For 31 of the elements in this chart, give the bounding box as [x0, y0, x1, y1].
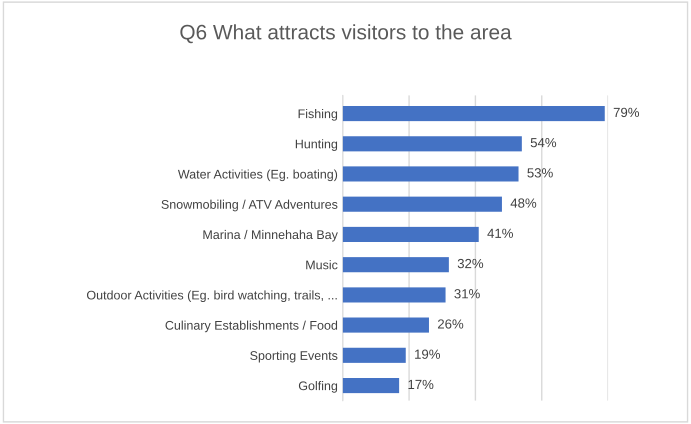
- bar: [342, 318, 429, 333]
- data-label: 54%: [530, 138, 556, 148]
- bar: [342, 106, 605, 122]
- bar: [342, 166, 519, 182]
- bar: [342, 136, 522, 152]
- chart-title: Q6 What attracts visitors to the area: [180, 24, 512, 44]
- y-tick-label: Marina / Minnehaha Bay: [203, 230, 338, 242]
- y-tick-label: Music: [306, 260, 338, 270]
- bar: [342, 257, 449, 272]
- data-label: 41%: [487, 228, 513, 238]
- y-tick-label: Culinary Establishments / Food: [166, 320, 338, 332]
- data-label: 17%: [408, 380, 434, 390]
- y-tick-label: Snowmobiling / ATV Adventures: [161, 200, 338, 212]
- data-label: 32%: [458, 258, 484, 268]
- y-tick-label: Water Activities (Eg. boating): [178, 169, 338, 182]
- y-tick-label: Fishing: [298, 109, 338, 121]
- data-label: 53%: [527, 168, 553, 178]
- y-tick-label: Golfing: [298, 381, 338, 393]
- data-label: 48%: [510, 198, 536, 208]
- data-label: 31%: [454, 289, 480, 298]
- y-tick-label: Hunting: [296, 139, 338, 151]
- data-label: 79%: [614, 108, 640, 118]
- bar: [342, 348, 406, 363]
- y-tick-label: Sporting Events: [250, 350, 338, 362]
- y-tick-label: Outdoor Activities (Eg. bird watching, trails, ...: [86, 290, 337, 302]
- data-label: 19%: [415, 350, 440, 359]
- bar: [342, 287, 446, 302]
- bar: [342, 378, 400, 394]
- bar: [342, 226, 479, 242]
- bar: [342, 196, 502, 212]
- data-label: 26%: [438, 319, 464, 329]
